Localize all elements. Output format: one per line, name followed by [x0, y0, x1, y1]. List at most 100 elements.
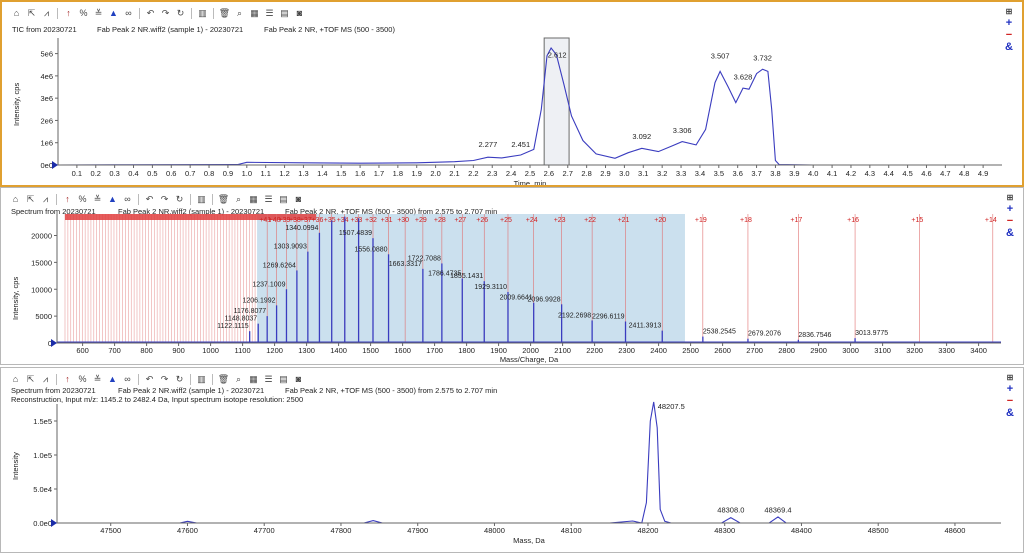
zoom-out-icon[interactable]: ⇱	[26, 193, 35, 204]
tic-x-tick-label: 0.4	[128, 169, 138, 178]
charge-state-label: +22	[584, 217, 596, 224]
baseline-icon[interactable]: ≚	[93, 193, 102, 204]
grid-icon[interactable]: ▤	[279, 373, 288, 384]
bar-chart-icon[interactable]: ▥	[197, 373, 206, 384]
spectrum-x-tick-label: 1300	[298, 346, 315, 355]
peaks-icon[interactable]: ⩘	[42, 193, 49, 204]
redo-alt-icon[interactable]: ↻	[175, 193, 184, 204]
home-icon[interactable]: ⌂	[13, 8, 20, 18]
peak-triangle-icon[interactable]: ▲	[109, 8, 118, 18]
bar-chart-icon[interactable]: ▥	[198, 7, 207, 18]
spectrum-chart[interactable]: +41+40+39+38 +37 +36 +35 +34 +33 +32 +31 +30 +29 +…	[1, 188, 1023, 364]
spectrum-x-tick-label: 2100	[554, 346, 571, 355]
arrow-up-icon[interactable]: ↑	[65, 374, 70, 384]
tic-x-tick-label: 2.0	[430, 169, 440, 178]
magnify-icon[interactable]: ⌕	[235, 193, 242, 204]
tic-x-tick-label: 1.2	[279, 169, 289, 178]
add-pane-button[interactable]: +	[1006, 383, 1014, 395]
charge-state-label: +19	[695, 217, 707, 224]
grid-icon[interactable]: ▤	[280, 7, 289, 18]
spectrum-x-tick-label: 3200	[906, 346, 923, 355]
spectrum-peak-label: 1176.8077	[234, 308, 267, 315]
reconstruction-chart[interactable]: 0.0e0 5.0e4 1.0e5 1.5e5 47500 47600 47700 47800…	[1, 368, 1023, 552]
spectrum-x-tick-label: 2300	[618, 346, 635, 355]
spectrum-peak-label: 1786.4735	[428, 271, 461, 278]
link-pane-button[interactable]: &	[1005, 41, 1013, 53]
recon-peak-label: 48207.5	[658, 402, 685, 411]
tic-x-tick-label: 1.9	[412, 169, 422, 178]
add-pane-button[interactable]: +	[1005, 17, 1013, 29]
camera-icon[interactable]: ◙	[296, 8, 303, 18]
tic-x-tick-label: 1.5	[336, 169, 346, 178]
camera-icon[interactable]: ◙	[295, 194, 302, 204]
spectrum-x-tick-label: 1000	[202, 346, 219, 355]
link-pane-button[interactable]: &	[1006, 407, 1014, 419]
link-icon[interactable]: ∞	[124, 374, 131, 384]
peaks-icon[interactable]: ⩘	[42, 373, 49, 384]
spectrum-peak-label: 2679.2076	[748, 331, 781, 338]
link-icon[interactable]: ∞	[125, 8, 132, 18]
spectrum-peak-label: 1556.0880	[354, 246, 387, 253]
arrow-up-icon[interactable]: ↑	[65, 194, 70, 204]
recon-y-tick-label: 5.0e4	[33, 485, 52, 494]
spectrum-peak-label: 1722.7088	[408, 255, 441, 262]
home-icon[interactable]: ⌂	[12, 194, 19, 204]
magnify-icon[interactable]: ⌕	[236, 7, 243, 18]
table-icon[interactable]: ▦	[249, 193, 258, 204]
baseline-icon[interactable]: ≚	[93, 373, 102, 384]
magnify-icon[interactable]: ⌕	[235, 373, 242, 384]
remove-pane-button[interactable]: −	[1005, 29, 1013, 41]
peak-triangle-icon[interactable]: ▲	[108, 194, 117, 204]
table-icon[interactable]: ▦	[249, 373, 258, 384]
bar-chart-icon[interactable]: ▥	[197, 193, 206, 204]
tic-x-tick-label: 4.3	[865, 169, 875, 178]
peaks-icon[interactable]: ⩘	[43, 7, 50, 18]
percent-icon[interactable]: %	[78, 194, 87, 204]
spectrum-peak-label: 2192.2698	[558, 312, 591, 319]
redo-icon[interactable]: ↷	[160, 193, 169, 204]
tic-x-tick-label: 4.7	[940, 169, 950, 178]
percent-icon[interactable]: %	[78, 374, 87, 384]
home-icon[interactable]: ⌂	[12, 374, 19, 384]
recon-axis-marker	[51, 519, 57, 527]
remove-pane-button[interactable]: −	[1006, 395, 1014, 407]
delete-icon[interactable]: 🗑	[217, 193, 230, 204]
spectrum-peak-label: 2411.3913	[629, 323, 662, 330]
grid-icon[interactable]: ▤	[279, 193, 288, 204]
undo-icon[interactable]: ↶	[145, 373, 154, 384]
percent-icon[interactable]: %	[79, 8, 88, 18]
redo-alt-icon[interactable]: ↻	[176, 7, 185, 18]
pin-icon[interactable]: ⊞	[1005, 7, 1013, 16]
link-pane-button[interactable]: &	[1006, 227, 1014, 239]
toolbar-separator	[56, 193, 57, 205]
redo-icon[interactable]: ↷	[160, 373, 169, 384]
charge-state-label: +36	[311, 217, 323, 224]
redo-alt-icon[interactable]: ↻	[175, 373, 184, 384]
pin-icon[interactable]: ⊞	[1006, 193, 1014, 202]
charge-state-label: +27	[454, 217, 466, 224]
zoom-out-icon[interactable]: ⇱	[26, 373, 35, 384]
peak-triangle-icon[interactable]: ▲	[108, 374, 117, 384]
tic-chart[interactable]: 0e0 1e6 2e6 3e6 4e6 5e6 0.1 0.2 0.3 0.4 0.5 0.6 0.7 0…	[2, 2, 1022, 185]
list-icon[interactable]: ☰	[264, 373, 273, 384]
list-icon[interactable]: ☰	[264, 193, 273, 204]
arrow-up-icon[interactable]: ↑	[66, 8, 71, 18]
link-icon[interactable]: ∞	[124, 194, 131, 204]
undo-icon[interactable]: ↶	[146, 7, 155, 18]
remove-pane-button[interactable]: −	[1006, 215, 1014, 227]
baseline-icon[interactable]: ≚	[94, 7, 103, 18]
camera-icon[interactable]: ◙	[295, 374, 302, 384]
recon-title-left: Spectrum from 20230721	[11, 386, 96, 395]
toolbar-separator	[57, 7, 58, 19]
pin-icon[interactable]: ⊞	[1006, 373, 1014, 382]
undo-icon[interactable]: ↶	[145, 193, 154, 204]
add-pane-button[interactable]: +	[1006, 203, 1014, 215]
delete-icon[interactable]: 🗑	[218, 7, 231, 18]
spectrum-x-tick-label: 900	[172, 346, 185, 355]
redo-icon[interactable]: ↷	[161, 7, 170, 18]
list-icon[interactable]: ☰	[265, 7, 274, 18]
table-icon[interactable]: ▦	[250, 7, 259, 18]
zoom-out-icon[interactable]: ⇱	[27, 7, 36, 18]
toolbar-separator	[56, 373, 57, 385]
delete-icon[interactable]: 🗑	[217, 373, 230, 384]
